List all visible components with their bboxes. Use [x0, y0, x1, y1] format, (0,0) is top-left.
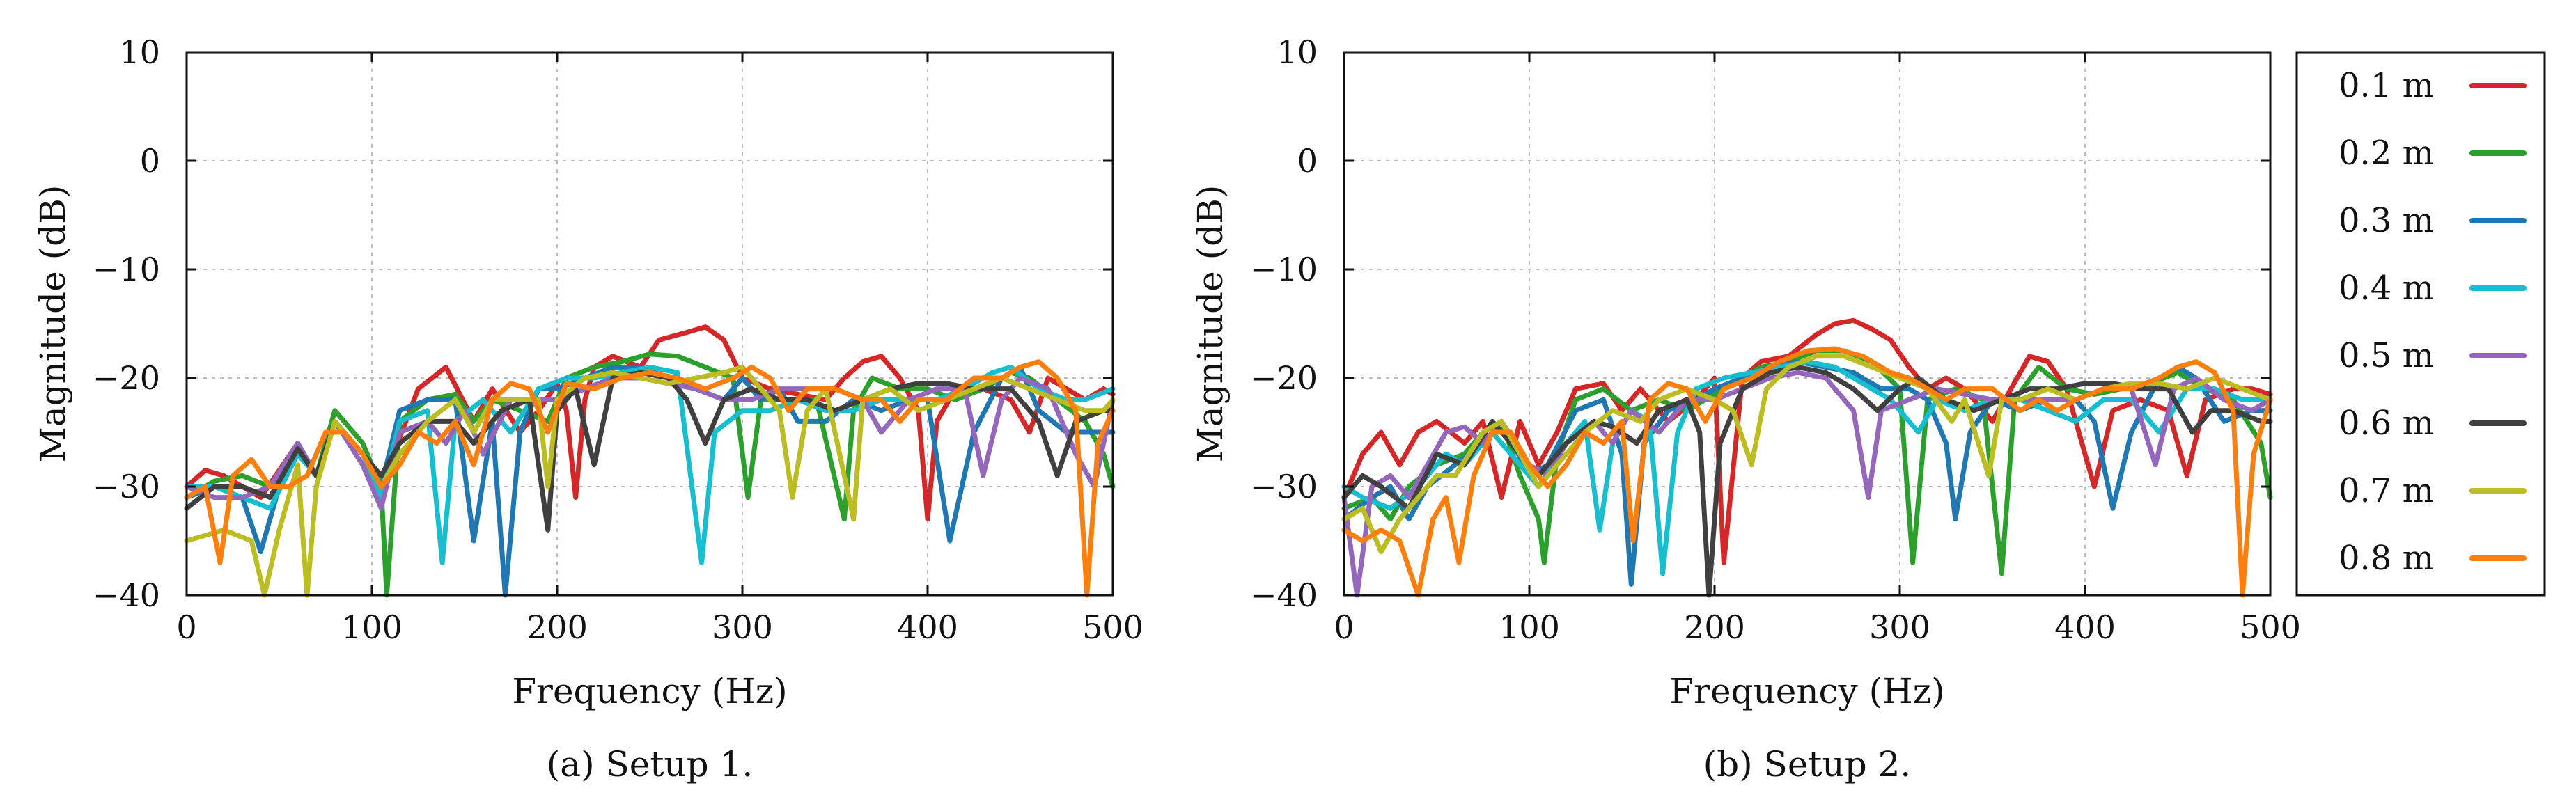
y-axis-label: Magnitude (dB) [33, 185, 73, 463]
x-tick-label: 300 [712, 608, 773, 646]
series-line-0-7-m-setup-1 [184, 364, 1116, 598]
x-tick-label: 300 [1869, 608, 1930, 646]
series-line-0-8-m-setup-2 [1341, 346, 2273, 598]
y-tick-label: −20 [93, 359, 160, 397]
chart-panel-setup-2: 0 100 200 300 400 500100−10−20−30−40Frequency… [1190, 33, 2301, 785]
y-axis-label: Magnitude (dB) [1190, 185, 1231, 463]
legend-entry-label: 0.7 m [2339, 471, 2434, 510]
series-line-0-5-m-setup-2 [1341, 370, 2273, 598]
x-tick-label: 0 [1334, 608, 1354, 646]
legend: 0.1 m 0.2 m 0.3 m 0.4 m 0.5 m 0.6 m 0.7 m 0.8 m [2295, 51, 2546, 597]
chart-panel-setup-1: 0 100 200 300 400 500100−10−20−30−40Frequency… [33, 33, 1143, 785]
x-axis-label: Frequency (Hz) [512, 671, 787, 711]
legend-entry: 0.3 m [2339, 201, 2527, 240]
series-group-setup-2 [1341, 317, 2273, 598]
y-tick-label: −30 [1250, 468, 1318, 505]
plot-frame-setup-1 [185, 51, 1114, 597]
y-tick-label: 10 [119, 33, 160, 71]
legend-box [2295, 51, 2546, 597]
series-line-0-4-m-setup-1 [184, 364, 1116, 565]
legend-entry: 0.6 m [2339, 404, 2527, 443]
legend-entry-label: 0.5 m [2339, 336, 2434, 375]
y-tick-label: −20 [1250, 359, 1318, 397]
legend-entry-label: 0.4 m [2339, 269, 2434, 308]
grid-setup-1 [187, 52, 1113, 595]
series-line-0-8-m-setup-1 [184, 359, 1116, 598]
x-tick-label: 0 [176, 608, 196, 646]
y-tick-label: −30 [93, 468, 160, 505]
plot-frame-setup-2 [1343, 51, 2272, 597]
legend-entry: 0.8 m [2339, 539, 2527, 578]
x-tick-label: 200 [526, 608, 588, 646]
y-tick-label: 0 [140, 142, 160, 180]
legend-entry: 0.5 m [2339, 336, 2527, 375]
legend-entry: 0.1 m [2339, 66, 2527, 105]
y-tick-label: 0 [1297, 142, 1318, 180]
legend-entry-label: 0.6 m [2339, 404, 2434, 443]
legend-entry: 0.2 m [2339, 134, 2527, 173]
legend-entry-label: 0.3 m [2339, 201, 2434, 240]
series-line-0-4-m-setup-2 [1341, 359, 2273, 576]
caption-setup-2: (b) Setup 2. [1703, 744, 1912, 785]
legend-entry: 0.7 m [2339, 471, 2527, 510]
x-tick-label: 400 [897, 608, 958, 646]
legend-entry-label: 0.1 m [2339, 66, 2434, 105]
x-tick-label: 200 [1684, 608, 1745, 646]
y-tick-label: −40 [1250, 576, 1318, 614]
x-tick-label: 500 [2240, 608, 2301, 646]
x-tick-label: 100 [341, 608, 403, 646]
legend-entry-label: 0.8 m [2339, 539, 2434, 578]
legend-entry: 0.4 m [2339, 269, 2527, 308]
series-group-setup-1 [184, 324, 1116, 598]
legend-entry-label: 0.2 m [2339, 134, 2434, 173]
x-axis-label: Frequency (Hz) [1669, 671, 1944, 711]
y-tick-label: −40 [93, 576, 160, 614]
x-tick-label: 400 [2054, 608, 2116, 646]
caption-setup-1: (a) Setup 1. [547, 744, 753, 785]
y-tick-label: 10 [1277, 33, 1318, 71]
series-line-0-3-m-setup-1 [184, 364, 1116, 598]
y-tick-label: −10 [93, 251, 160, 288]
grid-setup-2 [1344, 52, 2270, 595]
y-tick-label: −10 [1250, 251, 1318, 288]
x-tick-label: 500 [1082, 608, 1143, 646]
x-tick-label: 100 [1499, 608, 1560, 646]
